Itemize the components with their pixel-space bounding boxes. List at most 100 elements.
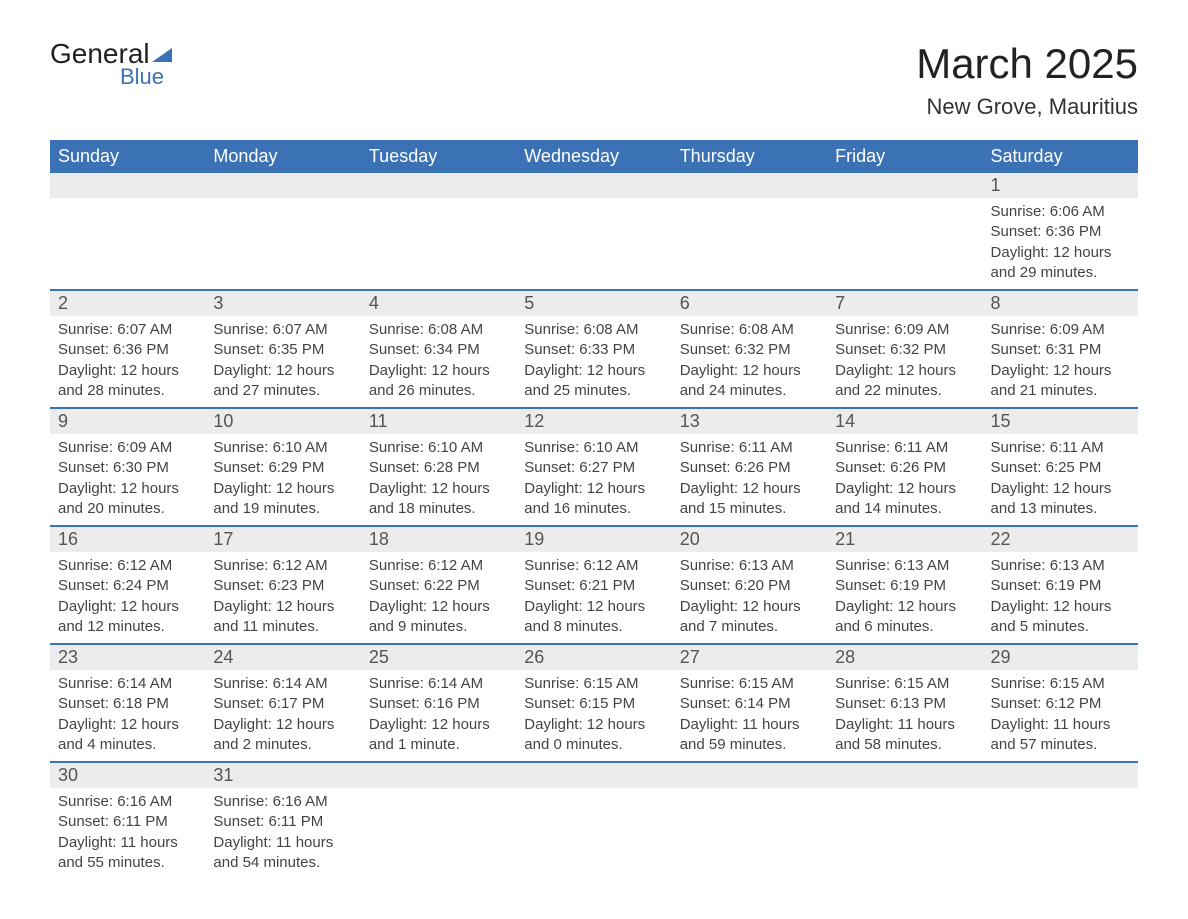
day-line-sunset: Sunset: 6:34 PM xyxy=(369,340,508,360)
day-number: 28 xyxy=(827,645,982,670)
day-number: 16 xyxy=(50,527,205,552)
day-line-sunset: Sunset: 6:33 PM xyxy=(524,340,663,360)
calendar-day-cell: 22Sunrise: 6:13 AMSunset: 6:19 PMDayligh… xyxy=(983,526,1138,644)
calendar-week-row: 1Sunrise: 6:06 AMSunset: 6:36 PMDaylight… xyxy=(50,173,1138,290)
day-line-sunrise: Sunrise: 6:06 AM xyxy=(991,202,1130,222)
day-line-d2: and 57 minutes. xyxy=(991,735,1130,755)
day-line-d2: and 15 minutes. xyxy=(680,499,819,519)
day-body xyxy=(827,788,982,870)
day-number: 1 xyxy=(983,173,1138,198)
day-number: 23 xyxy=(50,645,205,670)
day-line-d2: and 11 minutes. xyxy=(213,617,352,637)
day-line-d1: Daylight: 12 hours xyxy=(991,361,1130,381)
day-line-d2: and 55 minutes. xyxy=(58,853,197,873)
day-line-sunrise: Sunrise: 6:09 AM xyxy=(58,438,197,458)
day-line-d2: and 6 minutes. xyxy=(835,617,974,637)
day-line-sunset: Sunset: 6:31 PM xyxy=(991,340,1130,360)
day-line-d2: and 58 minutes. xyxy=(835,735,974,755)
calendar-day-cell xyxy=(672,173,827,290)
day-line-sunset: Sunset: 6:23 PM xyxy=(213,576,352,596)
calendar-day-cell: 29Sunrise: 6:15 AMSunset: 6:12 PMDayligh… xyxy=(983,644,1138,762)
day-body: Sunrise: 6:16 AMSunset: 6:11 PMDaylight:… xyxy=(50,788,205,879)
day-body: Sunrise: 6:12 AMSunset: 6:23 PMDaylight:… xyxy=(205,552,360,643)
day-line-sunset: Sunset: 6:35 PM xyxy=(213,340,352,360)
day-line-d1: Daylight: 12 hours xyxy=(213,597,352,617)
day-line-d1: Daylight: 12 hours xyxy=(680,361,819,381)
day-number: 9 xyxy=(50,409,205,434)
day-line-d2: and 0 minutes. xyxy=(524,735,663,755)
calendar-day-cell: 18Sunrise: 6:12 AMSunset: 6:22 PMDayligh… xyxy=(361,526,516,644)
calendar-day-cell: 21Sunrise: 6:13 AMSunset: 6:19 PMDayligh… xyxy=(827,526,982,644)
day-body xyxy=(827,198,982,280)
day-line-d2: and 2 minutes. xyxy=(213,735,352,755)
day-number xyxy=(361,173,516,198)
day-line-d1: Daylight: 12 hours xyxy=(680,597,819,617)
day-line-sunrise: Sunrise: 6:16 AM xyxy=(213,792,352,812)
calendar-day-cell: 8Sunrise: 6:09 AMSunset: 6:31 PMDaylight… xyxy=(983,290,1138,408)
calendar-week-row: 9Sunrise: 6:09 AMSunset: 6:30 PMDaylight… xyxy=(50,408,1138,526)
day-line-d1: Daylight: 12 hours xyxy=(524,597,663,617)
day-line-sunset: Sunset: 6:11 PM xyxy=(213,812,352,832)
day-line-d1: Daylight: 12 hours xyxy=(213,361,352,381)
day-line-d2: and 20 minutes. xyxy=(58,499,197,519)
day-body: Sunrise: 6:13 AMSunset: 6:19 PMDaylight:… xyxy=(983,552,1138,643)
day-body: Sunrise: 6:07 AMSunset: 6:35 PMDaylight:… xyxy=(205,316,360,407)
calendar-day-cell: 19Sunrise: 6:12 AMSunset: 6:21 PMDayligh… xyxy=(516,526,671,644)
calendar-day-cell: 16Sunrise: 6:12 AMSunset: 6:24 PMDayligh… xyxy=(50,526,205,644)
day-body: Sunrise: 6:13 AMSunset: 6:19 PMDaylight:… xyxy=(827,552,982,643)
calendar-week-row: 16Sunrise: 6:12 AMSunset: 6:24 PMDayligh… xyxy=(50,526,1138,644)
logo: General Blue xyxy=(50,40,172,90)
calendar-day-cell: 15Sunrise: 6:11 AMSunset: 6:25 PMDayligh… xyxy=(983,408,1138,526)
day-number: 20 xyxy=(672,527,827,552)
calendar-day-cell: 13Sunrise: 6:11 AMSunset: 6:26 PMDayligh… xyxy=(672,408,827,526)
day-line-d1: Daylight: 12 hours xyxy=(369,479,508,499)
calendar-day-cell xyxy=(672,762,827,879)
day-line-d1: Daylight: 12 hours xyxy=(369,361,508,381)
day-number xyxy=(983,763,1138,788)
day-number: 30 xyxy=(50,763,205,788)
day-line-d1: Daylight: 12 hours xyxy=(369,715,508,735)
title-block: March 2025 New Grove, Mauritius xyxy=(916,40,1138,120)
day-line-sunrise: Sunrise: 6:08 AM xyxy=(524,320,663,340)
day-body xyxy=(516,198,671,280)
day-line-sunrise: Sunrise: 6:15 AM xyxy=(991,674,1130,694)
calendar-day-cell xyxy=(50,173,205,290)
day-line-d2: and 54 minutes. xyxy=(213,853,352,873)
day-line-d1: Daylight: 12 hours xyxy=(991,479,1130,499)
calendar-day-cell: 11Sunrise: 6:10 AMSunset: 6:28 PMDayligh… xyxy=(361,408,516,526)
day-line-sunset: Sunset: 6:25 PM xyxy=(991,458,1130,478)
calendar-day-cell xyxy=(516,762,671,879)
day-number: 3 xyxy=(205,291,360,316)
day-line-sunset: Sunset: 6:20 PM xyxy=(680,576,819,596)
day-number: 31 xyxy=(205,763,360,788)
calendar-day-cell: 12Sunrise: 6:10 AMSunset: 6:27 PMDayligh… xyxy=(516,408,671,526)
day-number: 27 xyxy=(672,645,827,670)
day-line-sunrise: Sunrise: 6:11 AM xyxy=(835,438,974,458)
day-line-d2: and 8 minutes. xyxy=(524,617,663,637)
day-body: Sunrise: 6:07 AMSunset: 6:36 PMDaylight:… xyxy=(50,316,205,407)
day-body xyxy=(361,198,516,280)
day-line-sunset: Sunset: 6:18 PM xyxy=(58,694,197,714)
day-line-d2: and 21 minutes. xyxy=(991,381,1130,401)
day-line-d2: and 7 minutes. xyxy=(680,617,819,637)
day-number xyxy=(361,763,516,788)
day-line-sunrise: Sunrise: 6:07 AM xyxy=(58,320,197,340)
day-number: 17 xyxy=(205,527,360,552)
day-line-sunrise: Sunrise: 6:13 AM xyxy=(991,556,1130,576)
day-body: Sunrise: 6:15 AMSunset: 6:15 PMDaylight:… xyxy=(516,670,671,761)
header-row: General Blue March 2025 New Grove, Mauri… xyxy=(50,40,1138,120)
calendar-day-cell: 28Sunrise: 6:15 AMSunset: 6:13 PMDayligh… xyxy=(827,644,982,762)
calendar-day-cell xyxy=(361,762,516,879)
day-body xyxy=(205,198,360,280)
day-body: Sunrise: 6:10 AMSunset: 6:27 PMDaylight:… xyxy=(516,434,671,525)
day-body: Sunrise: 6:16 AMSunset: 6:11 PMDaylight:… xyxy=(205,788,360,879)
day-number: 11 xyxy=(361,409,516,434)
day-line-d2: and 28 minutes. xyxy=(58,381,197,401)
day-line-d1: Daylight: 12 hours xyxy=(524,479,663,499)
day-line-sunset: Sunset: 6:24 PM xyxy=(58,576,197,596)
day-line-sunset: Sunset: 6:13 PM xyxy=(835,694,974,714)
calendar-day-cell: 6Sunrise: 6:08 AMSunset: 6:32 PMDaylight… xyxy=(672,290,827,408)
day-line-sunset: Sunset: 6:36 PM xyxy=(991,222,1130,242)
day-line-d1: Daylight: 12 hours xyxy=(369,597,508,617)
day-number: 29 xyxy=(983,645,1138,670)
